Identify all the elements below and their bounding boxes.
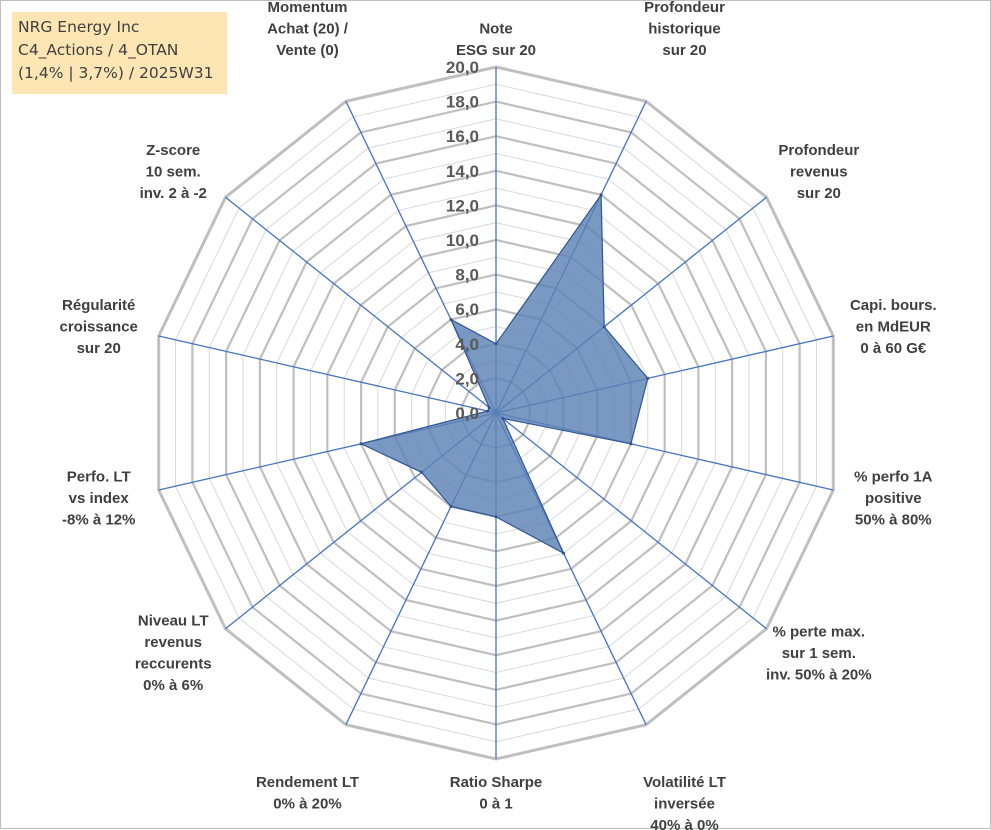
series-point xyxy=(501,416,505,420)
tick-label: 10,0 xyxy=(446,231,479,250)
axis-label: Rendement LT 0% à 20% xyxy=(256,774,359,813)
tick-label: 16,0 xyxy=(446,127,479,146)
axis-label: % perfo 1A positive 50% à 80% xyxy=(854,469,933,529)
axis-label: Profondeur historique sur 20 xyxy=(644,1,725,59)
axis-label: Profondeur revenus sur 20 xyxy=(778,142,859,202)
axis-label: Régularité croissance sur 20 xyxy=(60,297,138,357)
performance-stats: (1,4% | 3,7%) / 2025W31 xyxy=(18,64,214,82)
axis-label: Z-score 10 sem. inv. 2 à -2 xyxy=(140,142,207,202)
series-point xyxy=(562,551,566,555)
company-name: NRG Energy Inc xyxy=(18,18,140,36)
tick-label: 4,0 xyxy=(455,335,479,354)
tick-label: 20,0 xyxy=(446,58,479,77)
series-point xyxy=(449,318,453,321)
series-point xyxy=(602,325,606,329)
series-point xyxy=(359,442,363,446)
tick-label: 14,0 xyxy=(446,162,479,181)
series-point xyxy=(486,409,490,413)
series-point xyxy=(494,515,498,519)
tick-label: 12,0 xyxy=(446,196,479,215)
axis-label: Perfo. LT vs index -8% à 12% xyxy=(62,469,135,529)
tick-label: 18,0 xyxy=(446,93,479,112)
axis-spoke xyxy=(158,335,497,414)
series-point xyxy=(599,193,603,197)
series-layer xyxy=(359,192,650,555)
axis-label: Momentum Achat (20) / Vente (0) xyxy=(267,1,349,59)
tick-label: 0,0 xyxy=(455,404,479,423)
axis-labels: Note ESG sur 20 Profondeur historique sur 20… xyxy=(60,1,937,830)
series-point xyxy=(494,342,498,346)
tick-labels: 0,0 2,0 4,0 6,0 8,0 10,0 12,0 14,0 16,0 18,0 20,0 xyxy=(446,58,479,423)
tick-label: 6,0 xyxy=(455,300,479,319)
series-point xyxy=(449,505,453,508)
series-point xyxy=(629,442,633,446)
series-point xyxy=(420,470,424,474)
tick-label: 8,0 xyxy=(455,266,479,285)
axis-label: Note ESG sur 20 xyxy=(456,21,536,60)
axis-spoke xyxy=(495,412,767,630)
axis-label: Ratio Sharpe 0 à 1 xyxy=(450,774,543,813)
axis-label: Niveau LT revenus reccurents 0% à 6% xyxy=(135,613,212,695)
tick-label: 2,0 xyxy=(455,369,479,388)
axis-label: % perte max. sur 1 sem. inv. 50% à 20% xyxy=(766,624,872,684)
series-point xyxy=(646,376,650,380)
axis-label: Capi. bours. en MdEUR 0 à 60 G€ xyxy=(850,297,937,357)
axis-label: Volatilité LT inversée 40% à 0% xyxy=(643,774,726,830)
portfolio-label: C4_Actions / 4_OTAN xyxy=(18,41,179,59)
axis-spoke xyxy=(225,196,497,414)
info-box: NRG Energy Inc C4_Actions / 4_OTAN (1,4%… xyxy=(12,12,227,94)
series-point xyxy=(487,406,491,410)
